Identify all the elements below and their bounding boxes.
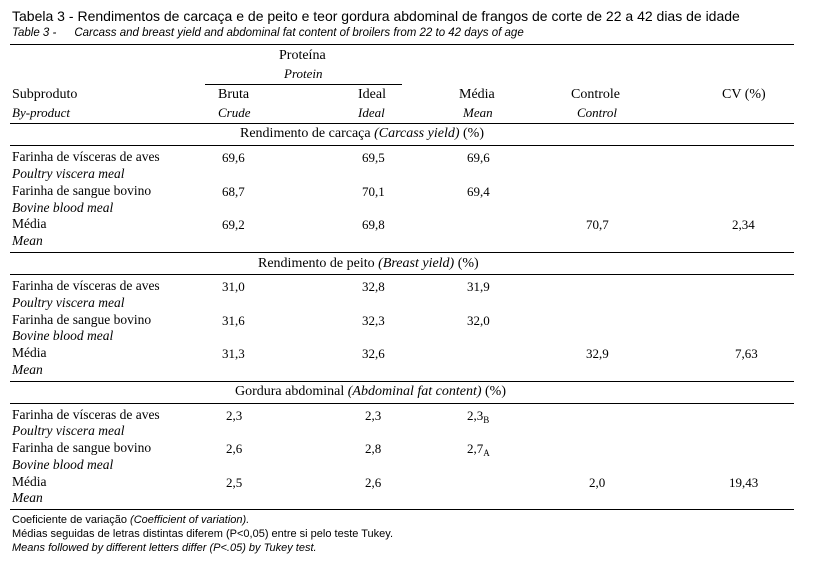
row-label-mean-en: Mean (12, 233, 43, 248)
row-label-en: Poultry viscera meal (12, 295, 125, 310)
header-controle-en: Control (577, 105, 617, 120)
bottom-rule (10, 509, 794, 510)
row-label: Farinha de vísceras de aves (12, 278, 160, 293)
section-unit: (%) (485, 384, 507, 399)
cell-media: 69,6 (467, 150, 490, 165)
header-bruta: Bruta (218, 87, 250, 102)
cell-ideal: 2,8 (365, 441, 382, 456)
section-unit: (%) (457, 256, 479, 271)
section-title-pt: Rendimento de carcaça (240, 126, 371, 141)
row-label: Farinha de sangue bovino (12, 312, 152, 327)
cell-bruta: 31,3 (222, 346, 245, 361)
cell-controle: 2,0 (589, 475, 606, 490)
cell-media-value: 2,7 (467, 441, 484, 456)
cell-ideal: 32,8 (362, 279, 385, 294)
table-number-pt: Tabela 3 - (12, 8, 74, 24)
cell-bruta: 2,3 (226, 408, 243, 423)
cell-controle: 70,7 (586, 217, 609, 232)
row-label-mean: Média (12, 474, 47, 489)
section-rule (10, 145, 794, 146)
cell-ideal: 69,5 (362, 150, 385, 165)
footnote-tukey-pt: Médias seguidas de letras distintas dife… (12, 528, 394, 540)
table-title-en: Table 3 - Carcass and breast yield and ab… (12, 27, 524, 39)
row-label-mean-en: Mean (12, 362, 43, 377)
row-label: Farinha de sangue bovino (12, 183, 152, 198)
header-group-protein-en: Protein (284, 66, 323, 81)
cell-bruta: 31,6 (222, 313, 245, 328)
cell-bruta: 68,7 (222, 184, 245, 199)
protein-group-rule (205, 84, 402, 85)
section-title-en: (Abdominal fat content) (347, 384, 482, 399)
cell-media: 69,4 (467, 184, 490, 199)
table-number-en: Table 3 - (12, 27, 57, 39)
cell-media-value: 2,3 (467, 408, 484, 423)
cell-ideal: 32,3 (362, 313, 385, 328)
cell-ideal: 2,3 (365, 408, 382, 423)
header-controle: Controle (571, 87, 620, 102)
section-title-fat: Gordura abdominal (Abdominal fat content… (235, 384, 506, 400)
table-caption-pt: Rendimentos de carcaça e de peito e teor… (77, 8, 740, 24)
row-label-mean: Média (12, 345, 47, 360)
row-label-mean: Média (12, 216, 47, 231)
cell-cv: 7,63 (735, 346, 758, 361)
cell-bruta: 69,6 (222, 150, 245, 165)
tukey-letter: B (483, 415, 490, 425)
top-rule (10, 44, 794, 45)
section-rule (10, 381, 794, 382)
section-title-pt: Rendimento de peito (258, 256, 375, 271)
cell-bruta: 69,2 (222, 217, 245, 232)
row-label-en: Bovine blood meal (12, 457, 114, 472)
cell-bruta: 31,0 (222, 279, 245, 294)
section-title-en: (Carcass yield) (374, 126, 460, 141)
footnote-cv: Coeficiente de variação (Coefficient of … (12, 514, 249, 526)
footnote-tukey-en: Means followed by different letters diff… (12, 542, 317, 554)
footnote-cv-pt: Coeficiente de variação (12, 514, 127, 526)
footnote-cv-en: (Coefficient of variation). (130, 514, 250, 526)
row-label-en: Poultry viscera meal (12, 166, 125, 181)
cell-cv: 2,34 (732, 217, 755, 232)
header-media: Média (459, 87, 495, 102)
header-cv: CV (%) (722, 87, 766, 102)
tukey-letter: A (483, 448, 490, 458)
section-title-en: (Breast yield) (378, 256, 455, 271)
cell-ideal: 69,8 (362, 217, 385, 232)
section-unit: (%) (463, 126, 485, 141)
cell-media: 2,7A (467, 441, 490, 458)
header-media-en: Mean (463, 105, 493, 120)
cell-controle: 32,9 (586, 346, 609, 361)
header-subproduto-en: By-product (12, 105, 70, 120)
cell-bruta: 2,6 (226, 441, 243, 456)
cell-ideal: 2,6 (365, 475, 382, 490)
cell-ideal: 32,6 (362, 346, 385, 361)
section-rule (10, 274, 794, 275)
section-rule (10, 252, 794, 253)
cell-media: 32,0 (467, 313, 490, 328)
cell-cv: 19,43 (729, 475, 759, 490)
section-title-breast: Rendimento de peito (Breast yield) (%) (258, 256, 479, 272)
row-label-mean-en: Mean (12, 490, 43, 505)
row-label-en: Poultry viscera meal (12, 423, 125, 438)
header-bottom-rule (10, 123, 794, 124)
row-label-en: Bovine blood meal (12, 328, 114, 343)
row-label: Farinha de sangue bovino (12, 440, 152, 455)
section-rule (10, 403, 794, 404)
table-title: Tabela 3 - Rendimentos de carcaça e de pe… (12, 8, 740, 24)
header-ideal-en: Ideal (358, 105, 385, 120)
header-subproduto: Subproduto (12, 87, 78, 102)
row-label: Farinha de vísceras de aves (12, 407, 160, 422)
cell-bruta: 2,5 (226, 475, 243, 490)
section-title-carcass: Rendimento de carcaça (Carcass yield) (%… (240, 126, 484, 142)
table-caption-en: Carcass and breast yield and abdominal f… (74, 27, 524, 39)
row-label-en: Bovine blood meal (12, 200, 114, 215)
section-title-pt: Gordura abdominal (235, 384, 345, 399)
cell-media: 2,3B (467, 408, 489, 425)
cell-ideal: 70,1 (362, 184, 385, 199)
header-bruta-en: Crude (218, 105, 251, 120)
cell-media: 31,9 (467, 279, 490, 294)
row-label: Farinha de vísceras de aves (12, 149, 160, 164)
header-group-protein: Proteína (279, 48, 326, 63)
header-ideal: Ideal (358, 87, 386, 102)
